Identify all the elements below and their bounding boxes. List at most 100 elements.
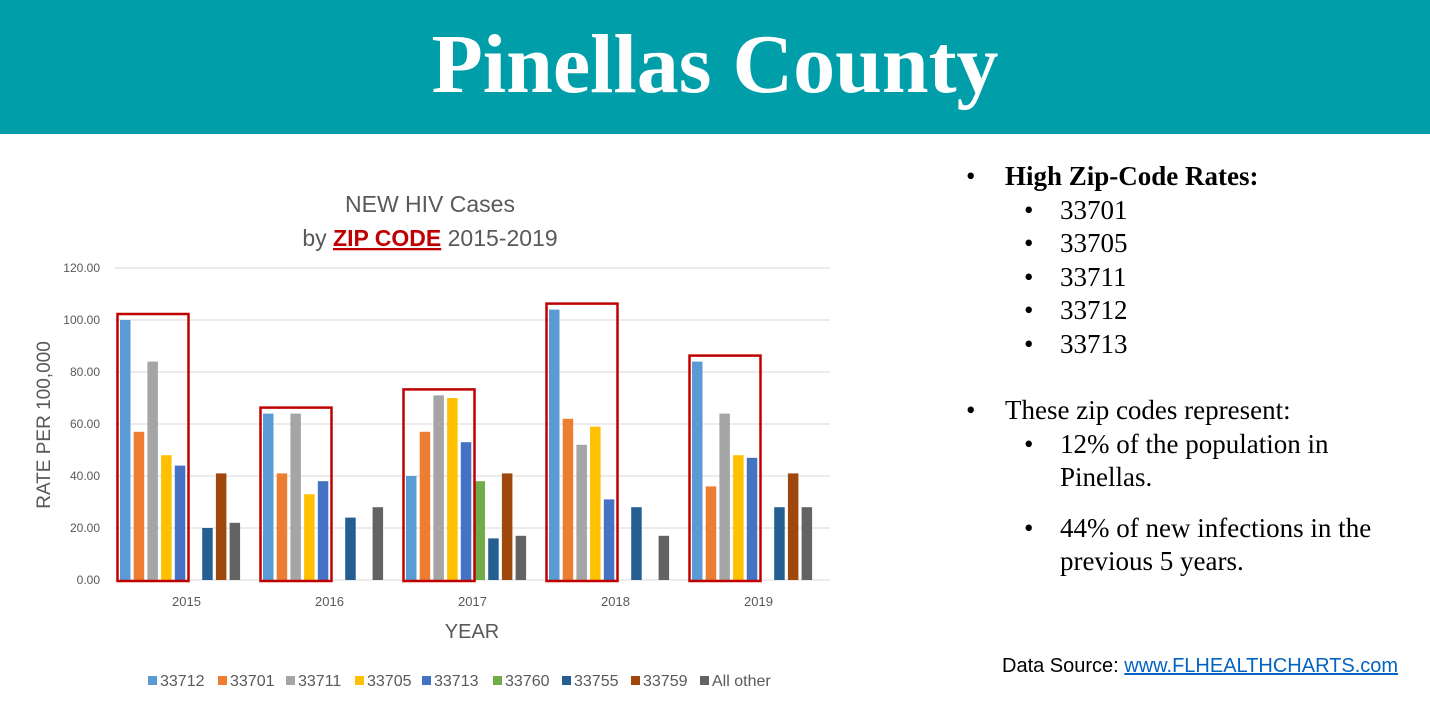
zip-item: 33711 bbox=[960, 261, 1410, 295]
bar bbox=[692, 361, 703, 580]
bar bbox=[147, 361, 158, 580]
bar bbox=[120, 320, 131, 580]
y-tick-label: 20.00 bbox=[70, 521, 100, 535]
data-source-link[interactable]: www.FLHEALTHCHARTS.com bbox=[1124, 655, 1399, 677]
chart-title-prefix: by bbox=[302, 225, 327, 251]
x-tick-labels: 2015 2016 2017 2018 2019 bbox=[172, 594, 773, 609]
bar bbox=[447, 398, 458, 580]
page-title: Pinellas County bbox=[431, 18, 999, 111]
legend-item-label: 33701 bbox=[230, 673, 275, 690]
key-points: High Zip-Code Rates: 33701 33705 33711 3… bbox=[960, 160, 1410, 579]
highlight-box bbox=[116, 312, 190, 583]
zip-item: 33713 bbox=[960, 328, 1410, 362]
y-tick-label: 100.00 bbox=[63, 313, 100, 327]
y-tick-label: 0.00 bbox=[77, 573, 101, 587]
legend-swatch bbox=[422, 676, 431, 685]
x-tick-label: 2017 bbox=[458, 594, 487, 609]
highlight-boxes bbox=[116, 302, 762, 583]
bar bbox=[801, 507, 813, 580]
legend-item-label: 33705 bbox=[367, 673, 412, 690]
zip-item: 33712 bbox=[960, 294, 1410, 328]
highlight-box bbox=[402, 388, 476, 583]
bar bbox=[460, 442, 472, 580]
bar bbox=[787, 473, 799, 580]
bar bbox=[603, 499, 615, 580]
x-tick-label: 2019 bbox=[744, 594, 773, 609]
represent-intro: These zip codes represent: bbox=[960, 394, 1410, 428]
bar bbox=[562, 418, 574, 580]
legend-swatch bbox=[148, 676, 157, 685]
legend-item-label: All other bbox=[712, 673, 771, 690]
legend-item-label: 33712 bbox=[160, 673, 205, 690]
y-axis-label: RATE PER 100,000 bbox=[34, 341, 55, 509]
bar bbox=[202, 528, 213, 580]
x-tick-label: 2016 bbox=[315, 594, 344, 609]
bar bbox=[229, 522, 241, 580]
bar bbox=[419, 431, 431, 580]
bar bbox=[515, 535, 527, 580]
highlight-box bbox=[688, 354, 762, 583]
legend-swatch bbox=[631, 676, 640, 685]
bar bbox=[290, 413, 301, 580]
data-source: Data Source: www.FLHEALTHCHARTS.com bbox=[1002, 655, 1398, 678]
legend-swatch bbox=[355, 676, 364, 685]
bar bbox=[746, 457, 758, 580]
zip-item: 33701 bbox=[960, 194, 1410, 228]
bar bbox=[501, 473, 513, 580]
legend-swatch bbox=[700, 676, 709, 685]
chart-title-line2: by ZIP CODE 2015-2019 bbox=[302, 225, 557, 251]
high-rates-heading: High Zip-Code Rates: bbox=[960, 160, 1410, 194]
legend-item-label: 33760 bbox=[505, 673, 550, 690]
bar bbox=[174, 465, 186, 580]
bar bbox=[263, 413, 274, 580]
chart-title-line1: NEW HIV Cases bbox=[345, 191, 515, 217]
bar bbox=[658, 535, 670, 580]
bar bbox=[215, 473, 227, 580]
y-tick-label: 80.00 bbox=[70, 365, 100, 379]
bar bbox=[705, 486, 717, 580]
legend-item-label: 33713 bbox=[434, 673, 479, 690]
bar bbox=[590, 426, 601, 580]
bar bbox=[133, 431, 145, 580]
chart-title-highlight: ZIP CODE bbox=[333, 225, 441, 251]
bar bbox=[345, 517, 356, 580]
legend-swatch bbox=[286, 676, 295, 685]
bar bbox=[433, 395, 444, 580]
bar bbox=[372, 507, 384, 580]
bar bbox=[317, 481, 329, 580]
y-tick-label: 40.00 bbox=[70, 469, 100, 483]
bar bbox=[161, 455, 172, 580]
bar bbox=[774, 507, 785, 580]
y-tick-label: 60.00 bbox=[70, 417, 100, 431]
bar bbox=[576, 444, 587, 580]
legend-swatch bbox=[493, 676, 502, 685]
chart-title-suffix: 2015-2019 bbox=[448, 225, 558, 251]
bar bbox=[406, 476, 417, 580]
legend-item-label: 33759 bbox=[643, 673, 688, 690]
x-tick-label: 2018 bbox=[601, 594, 630, 609]
x-tick-label: 2015 bbox=[172, 594, 201, 609]
zip-item: 33705 bbox=[960, 227, 1410, 261]
legend-swatch bbox=[562, 676, 571, 685]
data-source-label: Data Source: bbox=[1002, 655, 1119, 677]
title-banner: Pinellas County bbox=[0, 0, 1430, 134]
highlight-box bbox=[545, 302, 619, 583]
legend: 33712 33701 33711 33705 33713 33760 33755 33759… bbox=[148, 673, 771, 690]
bars bbox=[120, 309, 813, 580]
bar bbox=[474, 481, 485, 580]
bar bbox=[733, 455, 744, 580]
legend-item-label: 33711 bbox=[298, 673, 341, 690]
bar bbox=[719, 413, 730, 580]
highlight-box bbox=[259, 406, 333, 583]
legend-swatch bbox=[218, 676, 227, 685]
bar bbox=[276, 473, 288, 580]
bar bbox=[488, 538, 499, 580]
legend-item-label: 33755 bbox=[574, 673, 619, 690]
bar bbox=[631, 507, 642, 580]
x-axis-label: YEAR bbox=[445, 621, 499, 643]
hiv-cases-chart: NEW HIV Cases by ZIP CODE 2015-2019 0.00… bbox=[34, 191, 830, 690]
bar bbox=[304, 494, 315, 580]
y-tick-labels: 0.00 20.00 40.00 60.00 80.00 100.00 120.00 bbox=[63, 261, 100, 587]
